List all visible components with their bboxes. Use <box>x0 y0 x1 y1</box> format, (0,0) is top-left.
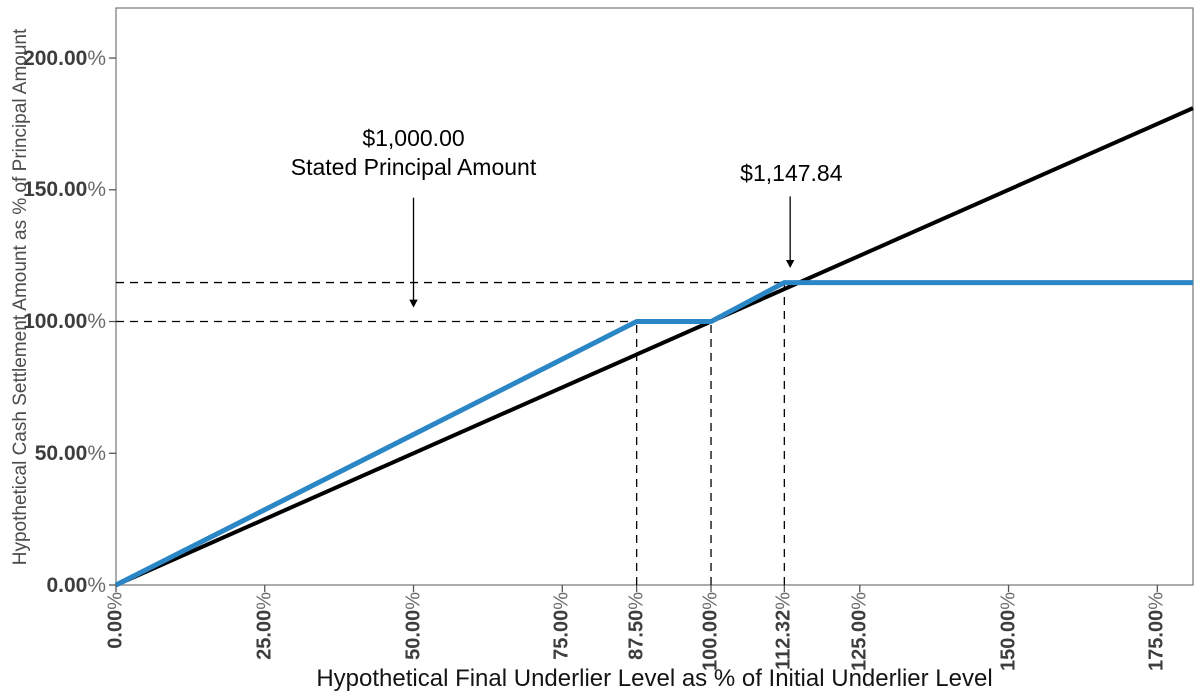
annotation-arrowhead <box>409 299 418 308</box>
annotation-text-line: Stated Principal Amount <box>290 153 537 180</box>
y-tick-label: 100.00% <box>23 310 106 334</box>
x-tick-label: 25.00% <box>253 592 276 660</box>
y-axis-title: Hypothetical Cash Settlement Amount as %… <box>10 28 31 566</box>
x-tick-label: 175.00% <box>1145 592 1168 671</box>
y-tick-label: 0.00% <box>46 573 106 597</box>
plot-border <box>115 7 1194 586</box>
x-tick-label: 50.00% <box>402 592 424 660</box>
cash-settlement-payoff-line <box>114 280 1193 588</box>
x-tick-label: 0.00% <box>104 592 127 649</box>
x-tick-label: 100.00% <box>699 592 722 671</box>
y-tick-label: 150.00% <box>23 178 106 202</box>
annotation-text: $1,147.84 <box>740 159 842 188</box>
annotation-arrowhead <box>785 260 795 269</box>
x-tick-label: 125.00% <box>848 592 871 671</box>
x-tick-label: 87.50% <box>625 592 648 660</box>
annotation-text-line: $1,000.00 <box>362 124 465 151</box>
annotation-text: $1,000.00 Stated Principal Amount <box>291 124 536 182</box>
annotation-text-line: $1,147.84 <box>740 160 843 187</box>
x-tick-label: 112.32% <box>772 592 795 670</box>
x-tick-label: 150.00% <box>997 592 1020 671</box>
y-tick-label: 200.00% <box>23 46 106 70</box>
x-tick-label: 75.00% <box>550 592 573 660</box>
underlier-level-line <box>115 106 1194 587</box>
x-axis-title: Hypothetical Final Underlier Level as % … <box>316 665 993 692</box>
y-tick-label: 50.00% <box>34 441 106 465</box>
